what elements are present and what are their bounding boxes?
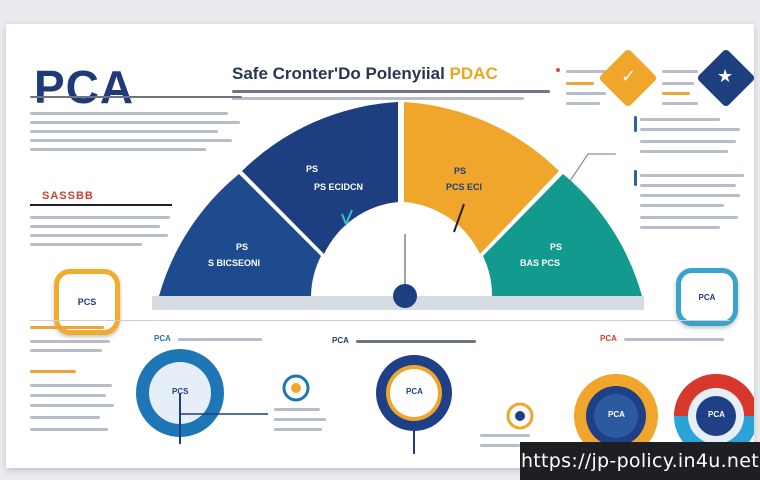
- bottom-text-line: [30, 404, 114, 407]
- section-text-line: [30, 216, 170, 219]
- bottom-text-line: [480, 444, 520, 447]
- bottom-heading-line: [356, 340, 476, 343]
- right-text-line: [662, 70, 698, 73]
- orange-badge: PCS: [54, 269, 120, 335]
- donut-inner: [390, 369, 438, 417]
- bottom-heading-line: [30, 370, 76, 373]
- section-text-line: [30, 225, 160, 228]
- right-text-line: [640, 184, 736, 187]
- orange-badge-label: PCS: [77, 297, 97, 307]
- bottom-charts: [136, 349, 754, 458]
- diamond-check-icon: ✓: [621, 66, 637, 86]
- section-rule: [30, 204, 172, 206]
- bottom-text-line: [30, 340, 110, 343]
- intro-text-line: [30, 130, 218, 133]
- intro-rule: [30, 96, 242, 98]
- donut-label: PCS: [172, 387, 189, 396]
- diamond-star-icon: ★: [717, 66, 734, 86]
- watermark-url: https://jp-policy.in4u.net: [520, 442, 760, 480]
- segment-label: PS ECIDCN: [314, 182, 364, 192]
- bottom-text-line: [480, 434, 530, 437]
- target-icon-center: [515, 411, 525, 421]
- pointer-icon: [341, 209, 353, 227]
- teal-badge-label: PCA: [698, 292, 716, 302]
- right-text-line: [640, 128, 740, 131]
- right-text-line: [640, 118, 720, 121]
- right-text-line: [662, 82, 694, 85]
- bullet-marker: [556, 68, 560, 72]
- bottom-heading-line: [624, 338, 724, 341]
- right-text-line: [640, 216, 738, 219]
- donut-center: [594, 394, 638, 438]
- segment-header: PS: [236, 242, 249, 252]
- bottom-heading-line: [30, 326, 104, 329]
- intro-text-line: [30, 112, 228, 115]
- bottom-text-line: [274, 418, 326, 421]
- segment-header: PS: [306, 164, 319, 174]
- gauge-segment-navy: [242, 102, 398, 254]
- bottom-text-line: [274, 428, 322, 431]
- bottom-text-line: [30, 384, 112, 387]
- bottom-heading: PCA: [154, 334, 171, 343]
- donut-label: PCA: [708, 410, 725, 419]
- donut-label: PCA: [608, 410, 625, 419]
- section-text-line: [30, 234, 168, 237]
- teal-badge: PCA: [676, 268, 738, 326]
- headline: Safe Cronter'Do Polenyiial PDAC: [232, 64, 498, 84]
- right-text-line: [566, 102, 600, 105]
- page-title: PCA: [34, 61, 135, 113]
- headline-main: Safe Cronter'Do Polenyiial: [232, 64, 450, 83]
- headline-text-line: [232, 90, 550, 93]
- bottom-heading-line: [178, 338, 262, 341]
- right-accent-bar: [634, 170, 637, 186]
- right-text-line: [640, 204, 724, 207]
- bottom-heading: PCA: [600, 334, 617, 343]
- segment-label: PCS ECI: [446, 182, 483, 192]
- section-text-line: [30, 243, 142, 246]
- right-text-line: [662, 102, 698, 105]
- right-text-line: [640, 150, 728, 153]
- gauge-segment-left: [159, 174, 321, 296]
- intro-text-line: [30, 139, 232, 142]
- bottom-text-line: [30, 394, 106, 397]
- right-text-line: [640, 194, 740, 197]
- headline-text-line: [232, 97, 524, 100]
- bottom-text-line: [274, 408, 320, 411]
- gear-icon-center: [291, 383, 301, 393]
- right-text-line: [640, 140, 736, 143]
- intro-text-line: [30, 121, 240, 124]
- right-text-line: [640, 174, 744, 177]
- connector-line: [567, 153, 616, 185]
- pointer-icon: [453, 203, 465, 233]
- right-text-line: [566, 70, 606, 73]
- section-label: SASSBB: [42, 190, 94, 202]
- intro-text-line: [30, 148, 206, 151]
- bottom-text-line: [30, 428, 108, 431]
- segment-header: PS: [550, 242, 563, 252]
- bottom-text-line: [30, 349, 102, 352]
- gauge-chart: [152, 102, 644, 310]
- gauge-segment-teal: [483, 174, 642, 296]
- segment-header: PS: [454, 166, 467, 176]
- bottom-text-line: [30, 416, 100, 419]
- donut-label: PCA: [406, 387, 423, 396]
- segment-label: S BICSEONI: [208, 258, 261, 268]
- infographic-sheet: PCA Safe Cronter'Do Polenyiial PDAC SASS…: [6, 24, 754, 468]
- right-accent-bar: [634, 116, 637, 132]
- section-divider: [30, 320, 730, 321]
- segment-label: BAS PCS: [520, 258, 561, 268]
- right-text-line: [566, 92, 606, 95]
- right-text-line: [566, 82, 594, 85]
- gauge-segment-orange: [404, 102, 559, 254]
- headline-accent: PDAC: [449, 64, 498, 83]
- right-text-line: [640, 226, 720, 229]
- right-text-line: [662, 92, 690, 95]
- gauge-hub: [393, 284, 417, 308]
- bottom-heading: PCA: [332, 336, 349, 345]
- donut-center: [696, 396, 736, 436]
